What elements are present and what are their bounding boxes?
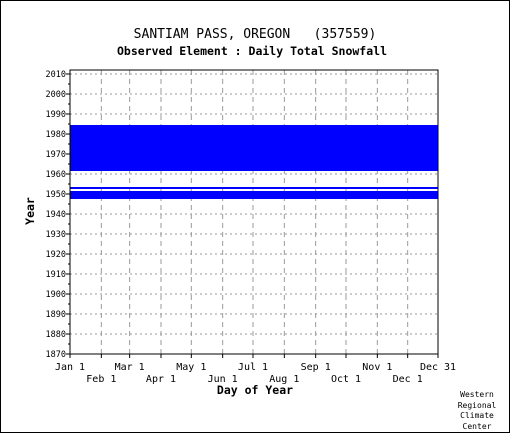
x-tick-label: Feb 1 xyxy=(86,374,116,385)
y-tick-label: 1970 xyxy=(46,150,66,160)
y-tick-label: 1890 xyxy=(46,310,66,320)
x-axis-label: Day of Year xyxy=(217,383,293,397)
x-tick-label: Nov 1 xyxy=(362,362,392,373)
x-tick-label: Jan 1 xyxy=(55,362,85,373)
chart-title: SANTIAM PASS, OREGON (357559) xyxy=(134,27,377,42)
y-tick-label: 2000 xyxy=(46,90,66,100)
x-tick-label: Jun 1 xyxy=(208,374,238,385)
credit-line: Climate xyxy=(460,411,494,420)
y-tick-label: 2010 xyxy=(46,70,66,80)
x-tick-label: Dec 31 xyxy=(420,362,456,373)
x-tick-label: May 1 xyxy=(176,362,206,373)
x-tick-label: Jul 1 xyxy=(238,362,268,373)
y-tick-label: 1900 xyxy=(46,290,66,300)
y-tick-label: 1990 xyxy=(46,110,66,120)
grid-lines xyxy=(70,70,438,355)
x-axis: Jan 1 Mar 1 May 1 Jul 1 Sep 1 Nov 1 Dec 31 Feb … xyxy=(55,354,456,385)
y-tick-label: 1880 xyxy=(46,330,66,340)
credit-line: Western xyxy=(460,390,494,399)
y-tick-label: 1950 xyxy=(46,190,66,200)
y-tick-label: 1940 xyxy=(46,210,66,220)
credit-line: Center xyxy=(462,421,492,431)
y-axis-label: Year xyxy=(23,197,37,225)
wrcc-credit: Western Regional Climate Center xyxy=(452,390,502,432)
observed-period xyxy=(70,191,438,199)
data-coverage xyxy=(70,125,438,199)
x-tick-label: Aug 1 xyxy=(269,374,299,385)
y-tick-label: 1960 xyxy=(46,170,66,180)
y-tick-label: 1980 xyxy=(46,130,66,140)
x-tick-label: Apr 1 xyxy=(146,374,176,385)
y-tick-label: 1930 xyxy=(46,230,66,240)
y-axis: 1870 1880 1890 1900 1910 1920 1930 1940 1950 1960… xyxy=(46,70,70,360)
y-tick-label: 1910 xyxy=(46,270,66,280)
x-tick-label: Dec 1 xyxy=(393,374,423,385)
observed-period xyxy=(70,187,438,189)
y-tick-label: 1870 xyxy=(46,350,66,360)
x-tick-label: Oct 1 xyxy=(331,374,361,385)
x-tick-label: Mar 1 xyxy=(115,362,145,373)
y-tick-label: 1920 xyxy=(46,250,66,260)
chart-subtitle: Observed Element : Daily Total Snowfall xyxy=(117,44,387,58)
observed-period xyxy=(70,125,438,171)
plot-area xyxy=(69,69,439,355)
x-tick-label: Sep 1 xyxy=(301,362,331,373)
credit-line: Regional xyxy=(457,400,497,410)
